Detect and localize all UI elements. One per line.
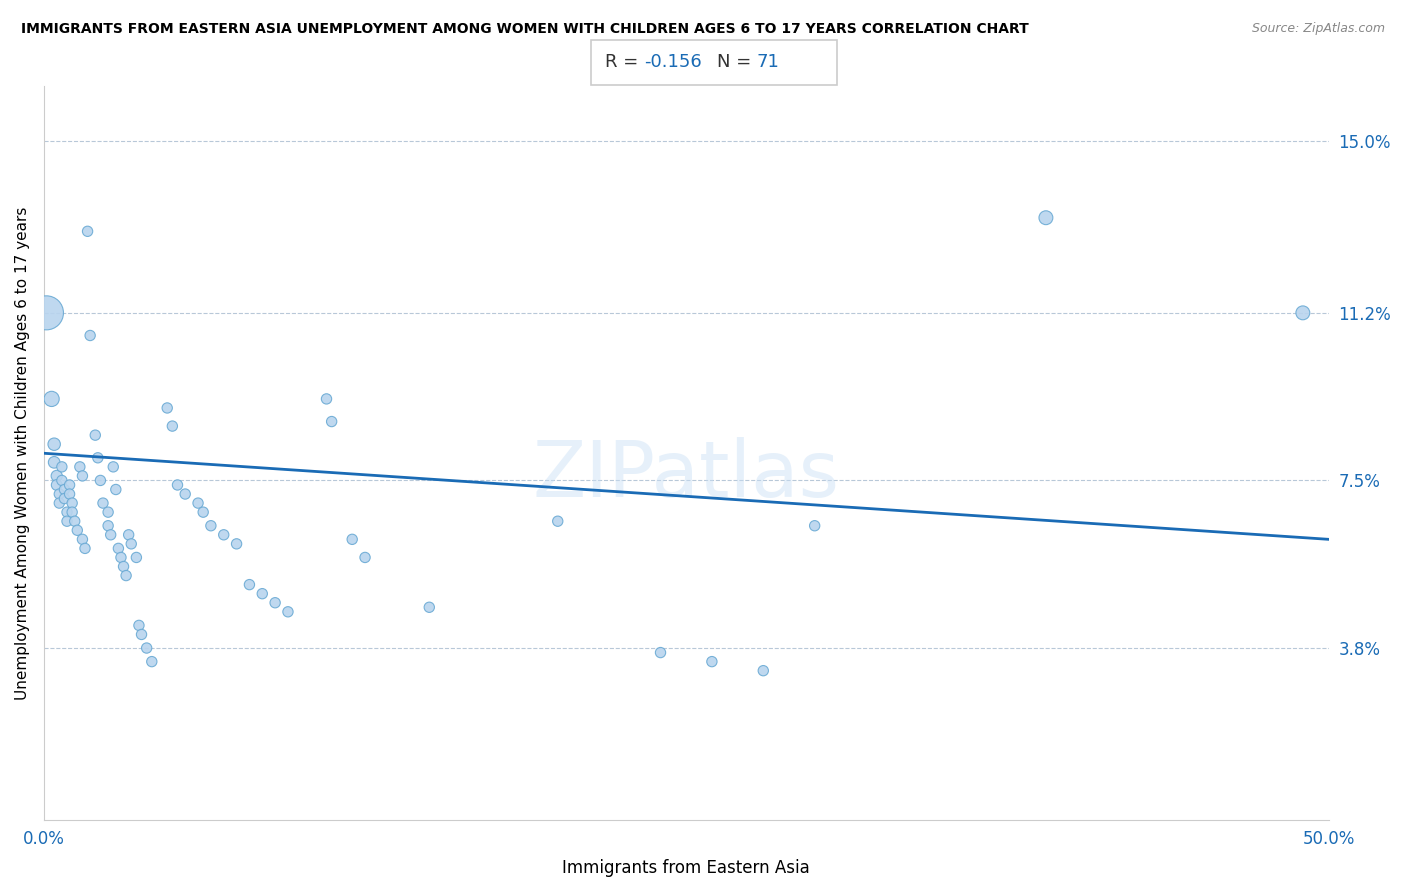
Point bbox=[112, 559, 135, 574]
Point bbox=[321, 415, 343, 429]
Point bbox=[60, 496, 83, 510]
Point bbox=[252, 587, 274, 601]
Point bbox=[100, 528, 122, 542]
Point bbox=[63, 514, 86, 528]
Point bbox=[58, 487, 80, 501]
Point bbox=[193, 505, 215, 519]
Point bbox=[354, 550, 377, 565]
Text: -0.156: -0.156 bbox=[644, 54, 702, 71]
Point bbox=[56, 514, 79, 528]
Point bbox=[315, 392, 337, 406]
Point bbox=[97, 518, 120, 533]
Point bbox=[41, 392, 63, 406]
Point bbox=[120, 537, 142, 551]
Point bbox=[48, 487, 70, 501]
Point bbox=[1035, 211, 1057, 225]
Point bbox=[107, 541, 129, 556]
Point bbox=[45, 478, 67, 492]
Point bbox=[803, 518, 825, 533]
X-axis label: Immigrants from Eastern Asia: Immigrants from Eastern Asia bbox=[562, 859, 810, 877]
Point bbox=[91, 496, 114, 510]
Point bbox=[264, 596, 287, 610]
Point bbox=[141, 655, 163, 669]
Y-axis label: Unemployment Among Women with Children Ages 6 to 17 years: Unemployment Among Women with Children A… bbox=[15, 207, 30, 700]
Point bbox=[103, 459, 125, 474]
Point bbox=[76, 224, 98, 238]
Point bbox=[44, 437, 66, 451]
Text: 71: 71 bbox=[756, 54, 779, 71]
Point bbox=[66, 523, 89, 537]
Point bbox=[35, 306, 58, 320]
Point bbox=[238, 577, 260, 591]
Point bbox=[128, 618, 150, 632]
Text: N =: N = bbox=[717, 54, 756, 71]
Point bbox=[187, 496, 209, 510]
Point bbox=[174, 487, 197, 501]
Point bbox=[131, 627, 153, 641]
Point bbox=[84, 428, 107, 442]
Point bbox=[166, 478, 188, 492]
Point bbox=[58, 478, 80, 492]
Point bbox=[73, 541, 96, 556]
Point bbox=[115, 568, 138, 582]
Text: ZIPatlas: ZIPatlas bbox=[533, 437, 839, 513]
Point bbox=[200, 518, 222, 533]
Point bbox=[45, 469, 67, 483]
Point bbox=[60, 505, 83, 519]
Point bbox=[156, 401, 179, 415]
Point bbox=[44, 455, 66, 469]
Point bbox=[97, 505, 120, 519]
Point bbox=[125, 550, 148, 565]
Point bbox=[340, 533, 363, 547]
Point bbox=[79, 328, 101, 343]
Point bbox=[51, 474, 73, 488]
Point bbox=[418, 600, 440, 615]
Point bbox=[650, 646, 672, 660]
Point bbox=[277, 605, 299, 619]
Point bbox=[212, 528, 235, 542]
Point bbox=[700, 655, 723, 669]
Point bbox=[87, 450, 110, 465]
Point bbox=[547, 514, 569, 528]
Text: IMMIGRANTS FROM EASTERN ASIA UNEMPLOYMENT AMONG WOMEN WITH CHILDREN AGES 6 TO 17: IMMIGRANTS FROM EASTERN ASIA UNEMPLOYMEN… bbox=[21, 22, 1029, 37]
Text: Source: ZipAtlas.com: Source: ZipAtlas.com bbox=[1251, 22, 1385, 36]
Point bbox=[162, 419, 184, 434]
Point bbox=[1292, 306, 1315, 320]
Point bbox=[56, 505, 79, 519]
Point bbox=[225, 537, 247, 551]
Point bbox=[752, 664, 775, 678]
Point bbox=[110, 550, 132, 565]
Point bbox=[89, 474, 111, 488]
Point bbox=[53, 483, 76, 497]
Point bbox=[53, 491, 76, 506]
Point bbox=[51, 459, 73, 474]
Point bbox=[72, 469, 94, 483]
Text: R =: R = bbox=[605, 54, 644, 71]
Point bbox=[118, 528, 141, 542]
Point bbox=[104, 483, 127, 497]
Point bbox=[135, 641, 157, 656]
Point bbox=[72, 533, 94, 547]
Point bbox=[48, 496, 70, 510]
Point bbox=[69, 459, 91, 474]
